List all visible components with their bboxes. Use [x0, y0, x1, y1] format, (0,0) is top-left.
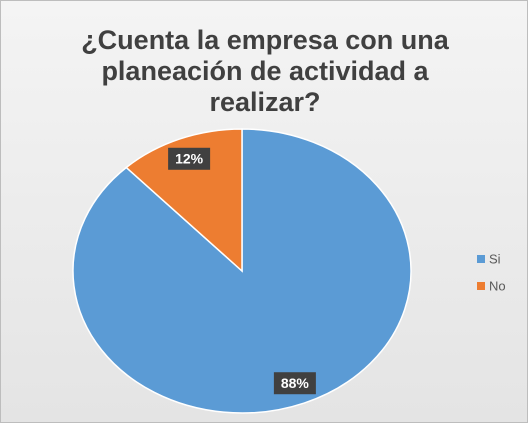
legend-swatch — [477, 282, 485, 290]
legend-swatch — [477, 255, 485, 263]
data-label: 88% — [281, 375, 310, 391]
legend-label: No — [489, 278, 506, 293]
data-label-box — [273, 372, 316, 395]
data-label: 12% — [175, 150, 204, 166]
pie-slice — [72, 128, 412, 414]
data-label-box — [168, 147, 211, 170]
pie-slice — [125, 128, 243, 273]
chart-title: ¿Cuenta la empresa con una planeación de… — [81, 25, 449, 117]
legend-label: Si — [489, 251, 501, 266]
